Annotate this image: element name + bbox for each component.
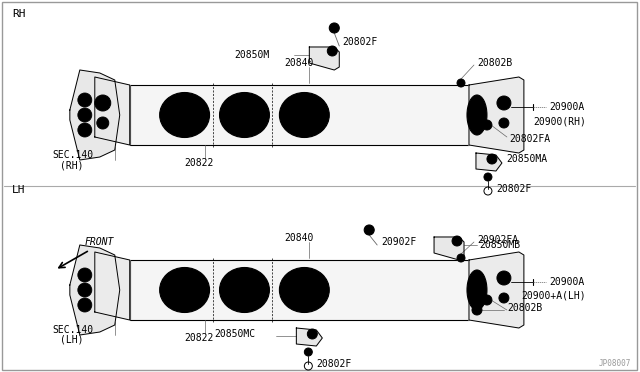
Circle shape — [99, 119, 107, 127]
Circle shape — [482, 295, 492, 305]
Circle shape — [97, 117, 109, 129]
Text: 20850M: 20850M — [234, 50, 269, 60]
Text: 20902F: 20902F — [381, 237, 417, 247]
FancyBboxPatch shape — [130, 260, 469, 320]
Text: 20900A: 20900A — [549, 277, 584, 287]
Text: FRONT: FRONT — [85, 237, 114, 247]
Circle shape — [497, 271, 511, 285]
Circle shape — [487, 154, 497, 164]
Circle shape — [81, 96, 89, 104]
Text: SEC.140: SEC.140 — [52, 325, 93, 335]
Ellipse shape — [168, 100, 202, 130]
Circle shape — [472, 305, 482, 315]
Circle shape — [81, 301, 89, 309]
Text: RH: RH — [12, 9, 26, 19]
Polygon shape — [476, 153, 502, 171]
Ellipse shape — [280, 93, 330, 138]
Ellipse shape — [467, 270, 487, 310]
Circle shape — [457, 254, 465, 262]
Text: 20850MB: 20850MB — [479, 240, 520, 250]
Circle shape — [457, 79, 465, 87]
Circle shape — [499, 118, 509, 128]
Circle shape — [500, 274, 508, 282]
Circle shape — [78, 108, 92, 122]
Circle shape — [78, 123, 92, 137]
Ellipse shape — [467, 95, 487, 135]
Text: JP08007: JP08007 — [598, 359, 631, 369]
Text: (RH): (RH) — [60, 160, 83, 170]
Text: 20802F: 20802F — [342, 37, 378, 47]
Ellipse shape — [287, 100, 321, 130]
Ellipse shape — [159, 267, 209, 312]
Circle shape — [452, 236, 462, 246]
Text: 20802B: 20802B — [507, 303, 542, 313]
Text: SEC.140: SEC.140 — [52, 150, 93, 160]
Circle shape — [98, 98, 108, 108]
Text: 20900(RH): 20900(RH) — [533, 116, 586, 126]
Circle shape — [78, 283, 92, 297]
Circle shape — [95, 95, 111, 111]
Circle shape — [81, 111, 89, 119]
Text: 20840: 20840 — [284, 58, 314, 68]
Circle shape — [78, 93, 92, 107]
Circle shape — [307, 329, 317, 339]
Ellipse shape — [168, 275, 202, 305]
Text: 20900+A(LH): 20900+A(LH) — [521, 291, 586, 301]
Circle shape — [330, 23, 339, 33]
FancyBboxPatch shape — [130, 85, 469, 145]
Text: 20802B: 20802B — [477, 58, 512, 68]
Circle shape — [78, 268, 92, 282]
Circle shape — [327, 46, 337, 56]
Ellipse shape — [220, 93, 269, 138]
Text: 20802F: 20802F — [316, 359, 351, 369]
Text: 20902FA: 20902FA — [477, 235, 518, 245]
Text: 20850MA: 20850MA — [506, 154, 547, 164]
Ellipse shape — [227, 275, 261, 305]
Circle shape — [305, 348, 312, 356]
Circle shape — [499, 293, 509, 303]
Ellipse shape — [220, 267, 269, 312]
Circle shape — [78, 298, 92, 312]
Polygon shape — [469, 252, 524, 328]
Text: 20900A: 20900A — [549, 102, 584, 112]
Text: 20840: 20840 — [284, 233, 314, 243]
Text: LH: LH — [12, 185, 26, 195]
Circle shape — [81, 271, 89, 279]
Circle shape — [364, 225, 374, 235]
Polygon shape — [95, 252, 130, 320]
Polygon shape — [309, 47, 339, 70]
Circle shape — [81, 126, 89, 134]
Text: 20822: 20822 — [184, 333, 214, 343]
Polygon shape — [434, 237, 464, 260]
Text: 20822: 20822 — [184, 158, 214, 168]
Polygon shape — [70, 70, 120, 160]
Circle shape — [497, 96, 511, 110]
Circle shape — [482, 120, 492, 130]
Circle shape — [500, 99, 508, 107]
Ellipse shape — [287, 275, 321, 305]
Circle shape — [81, 286, 89, 294]
Text: 20802FA: 20802FA — [509, 134, 550, 144]
Polygon shape — [70, 245, 120, 335]
Circle shape — [484, 173, 492, 181]
Ellipse shape — [280, 267, 330, 312]
Ellipse shape — [227, 100, 261, 130]
Text: 20850MC: 20850MC — [214, 329, 255, 339]
Polygon shape — [469, 77, 524, 153]
Polygon shape — [296, 328, 323, 346]
Polygon shape — [95, 77, 130, 145]
Text: (LH): (LH) — [60, 335, 83, 345]
Ellipse shape — [159, 93, 209, 138]
Text: 20802F: 20802F — [496, 184, 531, 194]
